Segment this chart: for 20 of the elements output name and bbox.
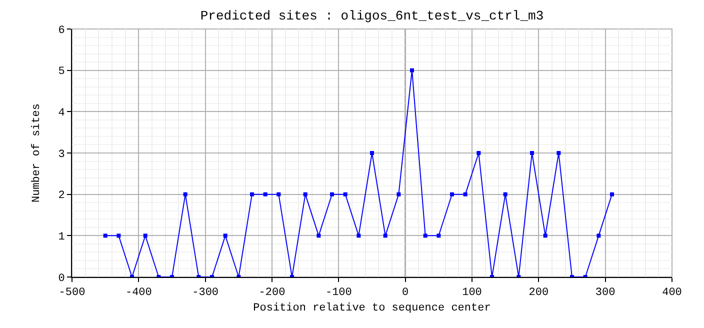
y-tick-label: 0 [58, 272, 65, 285]
x-tick-label: -100 [325, 287, 352, 300]
x-tick-label: 100 [462, 287, 482, 300]
x-tick-label: -200 [258, 287, 286, 300]
x-axis-title: Position relative to sequence center [253, 302, 491, 314]
x-tick-label: -300 [192, 287, 219, 300]
y-tick-label: 3 [58, 148, 65, 161]
y-axis-title: Number of sites [30, 103, 43, 203]
y-tick-label: 4 [58, 108, 66, 120]
chart-title: Predicted sites : oligos_6nt_test_vs_ctrl_m3 [200, 8, 544, 24]
x-tick-label: 400 [662, 287, 682, 300]
x-tick-label: -500 [58, 287, 86, 300]
x-tick-label: 300 [595, 287, 616, 300]
y-tick-label: 6 [58, 24, 65, 37]
x-tick-label: 200 [528, 287, 549, 300]
y-tick-label: 5 [58, 66, 65, 78]
x-tick-label: 0 [402, 287, 409, 300]
x-tick-label: -400 [125, 287, 152, 300]
y-tick-label: 1 [58, 232, 66, 244]
y-tick-label: 2 [58, 190, 65, 202]
